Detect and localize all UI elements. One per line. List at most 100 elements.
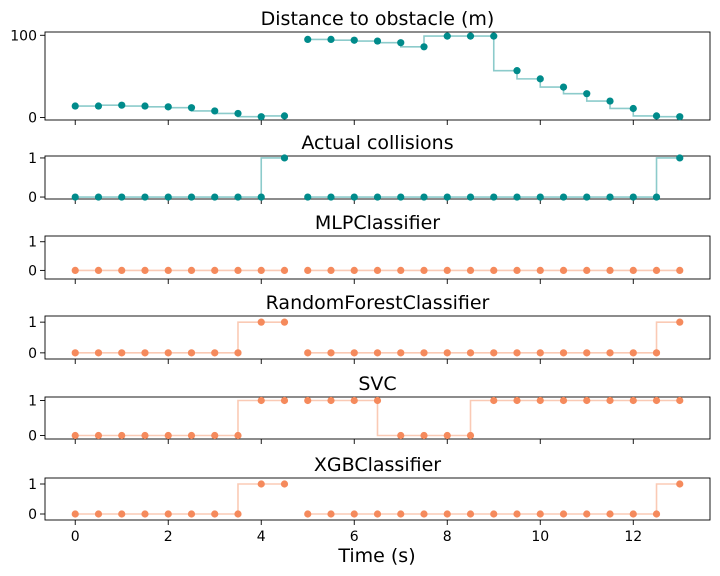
data-point <box>652 112 661 120</box>
data-point <box>71 266 79 274</box>
x-tick-label: 4 <box>257 529 266 545</box>
data-point <box>164 431 172 440</box>
y-tick-label: 1 <box>28 477 37 493</box>
data-point <box>350 266 358 274</box>
data-point <box>211 431 219 440</box>
data-point <box>304 193 312 201</box>
data-point <box>118 266 126 274</box>
data-point <box>350 510 358 518</box>
data-point <box>304 266 312 274</box>
data-point <box>513 510 521 518</box>
data-point <box>443 510 451 518</box>
data-point <box>71 431 79 440</box>
x-tick-label: 2 <box>164 529 173 545</box>
data-point <box>466 32 475 40</box>
data-point <box>373 396 382 405</box>
data-point <box>420 43 428 51</box>
data-point <box>94 431 103 440</box>
data-point <box>94 193 103 201</box>
data-point <box>629 104 637 113</box>
data-point <box>164 103 172 111</box>
data-point <box>257 266 265 274</box>
data-point <box>118 101 126 109</box>
subplot-title: MLPClassifier <box>315 212 440 234</box>
x-tick-label: 6 <box>350 529 359 545</box>
x-tick-label: 10 <box>531 529 549 545</box>
data-point <box>443 431 451 440</box>
data-point <box>71 102 79 110</box>
data-point <box>187 266 196 274</box>
data-point <box>652 349 661 357</box>
y-tick-label: 1 <box>28 394 37 410</box>
data-point <box>234 193 242 201</box>
data-point <box>583 266 591 274</box>
data-point <box>583 193 591 201</box>
data-point <box>629 396 637 405</box>
data-point <box>490 32 498 40</box>
data-point <box>234 109 242 118</box>
series-line <box>75 399 285 437</box>
subplot-1: Distance to obstacle (m) 0 100 <box>10 8 711 127</box>
data-point <box>234 266 242 274</box>
data-point <box>513 349 521 357</box>
data-point <box>280 154 289 162</box>
axes-frame <box>44 155 711 200</box>
data-point <box>234 349 242 357</box>
subplot-3: MLPClassifier 0 1 <box>28 212 711 284</box>
data-point <box>327 35 335 44</box>
series-line <box>75 104 285 118</box>
data-point <box>373 510 382 518</box>
axes-frame <box>44 477 711 521</box>
data-point <box>71 349 79 357</box>
data-point <box>211 349 219 357</box>
data-point <box>466 193 475 201</box>
data-point <box>211 266 219 274</box>
data-point <box>257 193 265 201</box>
data-point <box>443 266 451 274</box>
data-point <box>211 193 219 201</box>
data-point <box>583 349 591 357</box>
series-line <box>307 157 680 198</box>
data-point <box>606 266 614 274</box>
data-point <box>397 39 405 47</box>
y-tick-label: 100 <box>10 28 37 44</box>
data-point <box>141 510 149 518</box>
data-point <box>118 510 126 518</box>
data-point <box>513 193 521 201</box>
data-point <box>466 349 475 357</box>
axes-frame <box>44 315 711 360</box>
data-point <box>536 510 544 518</box>
data-point <box>257 318 265 326</box>
data-point <box>141 266 149 274</box>
series-line <box>307 483 680 515</box>
data-point <box>420 193 428 201</box>
data-point <box>94 266 103 274</box>
data-point <box>466 431 475 440</box>
data-point <box>327 266 335 274</box>
data-point <box>513 67 521 75</box>
data-point <box>559 193 568 201</box>
series-line <box>75 483 285 515</box>
data-point <box>629 193 637 201</box>
axes-frame <box>44 31 711 121</box>
data-point <box>676 154 684 162</box>
data-point <box>373 193 382 201</box>
data-point <box>350 349 358 357</box>
subplot-title: SVC <box>358 373 396 395</box>
data-point <box>373 37 382 45</box>
data-point <box>536 396 544 405</box>
data-point <box>676 266 684 274</box>
data-point <box>304 510 312 518</box>
data-point <box>280 480 289 488</box>
data-point <box>606 349 614 357</box>
data-point <box>652 266 661 274</box>
data-point <box>257 113 265 121</box>
y-tick-label: 1 <box>28 315 37 331</box>
data-point <box>420 431 428 440</box>
y-tick-label: 0 <box>28 263 37 279</box>
data-point <box>280 318 289 326</box>
data-point <box>443 32 451 40</box>
data-point <box>164 193 172 201</box>
